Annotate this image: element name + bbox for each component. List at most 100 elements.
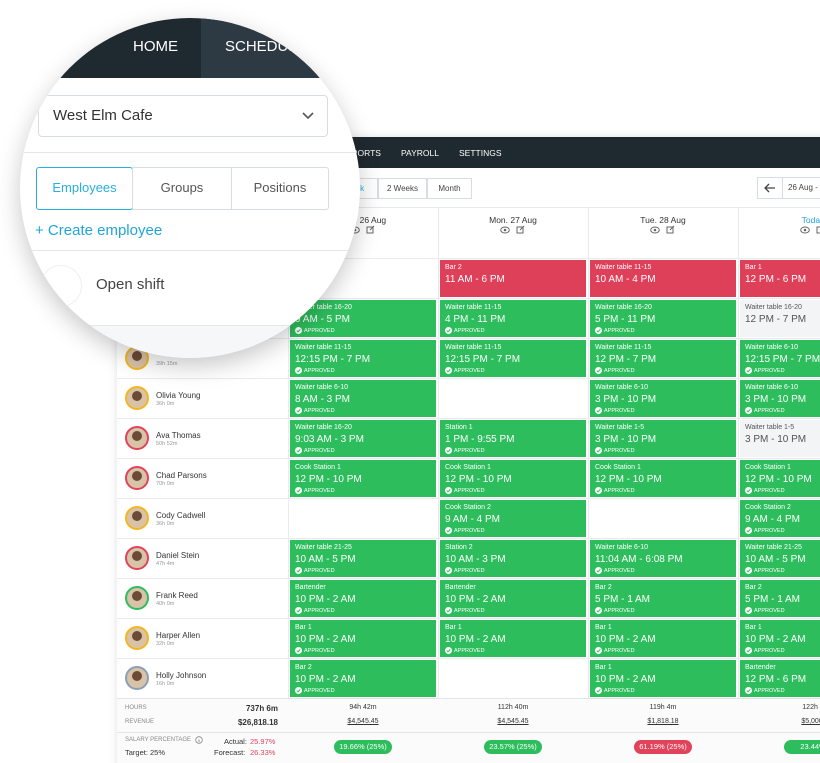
shift-card[interactable]: Waiter table 11-15 12 PM - 7 PM APPROVED bbox=[590, 340, 736, 377]
shift-card[interactable]: Waiter table 6-10 11:04 AM - 6:08 PM APPRO… bbox=[590, 540, 736, 577]
avatar bbox=[125, 546, 149, 570]
shift-card[interactable]: Bartender 10 PM - 2 AM APPROVED bbox=[440, 580, 586, 617]
shift-time: 12 PM - 10 PM bbox=[295, 474, 362, 485]
row-line bbox=[117, 618, 820, 619]
shift-card[interactable]: Waiter table 11-15 4 PM - 11 PM APPROVED bbox=[440, 300, 586, 337]
shift-card[interactable]: Station 2 10 AM - 3 PM APPROVED bbox=[440, 540, 586, 577]
shift-status: APPROVED bbox=[754, 608, 785, 614]
shift-card[interactable]: Cook Station 1 12 PM - 10 PM APPROVED bbox=[290, 460, 436, 497]
shift-card[interactable]: Waiter table 16-20 5 PM - 11 PM APPROVED bbox=[590, 300, 736, 337]
lower-area bbox=[20, 325, 360, 358]
footer bbox=[117, 698, 820, 763]
shift-card[interactable]: Cook Station 2 9 AM - 4 PM APPROVED bbox=[440, 500, 586, 537]
day-revenue[interactable]: $4,545.45 bbox=[347, 718, 379, 725]
nav-item[interactable]: HOME bbox=[133, 38, 178, 55]
shift-card[interactable]: Waiter table 6-10 3 PM - 10 PM APPROVED bbox=[590, 380, 736, 417]
tab[interactable] bbox=[231, 167, 329, 210]
employee-name: Harper Allen bbox=[156, 631, 201, 640]
avatar-face bbox=[132, 431, 142, 441]
shift-card[interactable]: Waiter table 21-25 10 AM - 5 PM APPROVED bbox=[740, 540, 820, 577]
shift-status: APPROVED bbox=[754, 528, 785, 534]
check-icon bbox=[745, 687, 752, 694]
check-icon bbox=[445, 487, 452, 494]
shift-card[interactable]: Bartender 12 PM - 6 PM APPROVED bbox=[740, 660, 820, 697]
shift-card[interactable]: Bar 1 10 PM - 2 AM APPROVED bbox=[440, 620, 586, 657]
footer-line bbox=[117, 732, 820, 733]
shift-card[interactable]: Bar 1 10 PM - 2 AM APPROVED bbox=[590, 620, 736, 657]
check-icon bbox=[595, 487, 602, 494]
nav-item[interactable]: PAYROLL bbox=[401, 148, 439, 158]
shift-card[interactable]: Cook Station 1 12 PM - 10 PM APPROVED bbox=[440, 460, 586, 497]
divider bbox=[20, 152, 360, 153]
salary-pill: 61.19% (25%) bbox=[634, 740, 692, 754]
footer-value: 26.33% bbox=[250, 748, 276, 757]
shift-card[interactable]: Bar 2 5 PM - 1 AM APPROVED bbox=[590, 580, 736, 617]
check-icon bbox=[445, 447, 452, 454]
shift-card[interactable]: Waiter table 6-10 12:15 PM - 7 PM APPROVED bbox=[740, 340, 820, 377]
shift-card[interactable]: Waiter table 1-5 3 PM - 10 PM APPROVED bbox=[590, 420, 736, 457]
shift-card[interactable]: Cook Station 2 9 AM - 4 PM APPROVED bbox=[740, 500, 820, 537]
shift-position: Bartender bbox=[745, 664, 776, 671]
shift-card[interactable]: Cook Station 1 12 PM - 10 PM APPROVED bbox=[740, 460, 820, 497]
shift-position: Waiter table 11-15 bbox=[595, 264, 652, 271]
shift-status: APPROVED bbox=[754, 688, 785, 694]
shift-status: APPROVED bbox=[304, 448, 335, 454]
shift-card[interactable]: Cook Station 1 12 PM - 10 PM APPROVED bbox=[590, 460, 736, 497]
shift-time: 10 AM - 3 PM bbox=[445, 554, 506, 565]
shift-card[interactable]: Bar 2 5 PM - 1 AM APPROVED bbox=[740, 580, 820, 617]
shift-status: APPROVED bbox=[454, 368, 485, 374]
row-line bbox=[117, 578, 820, 579]
shift-time: 10 PM - 2 AM bbox=[295, 674, 356, 685]
avatar bbox=[125, 386, 149, 410]
shift-position: Cook Station 1 bbox=[445, 464, 491, 471]
day-revenue[interactable]: $1,818.18 bbox=[647, 718, 679, 725]
view-button[interactable]: 2 Weeks bbox=[378, 178, 427, 199]
check-icon bbox=[745, 527, 752, 534]
shift-card[interactable]: Waiter table 16-20 9:03 AM - 3 PM APPROVED bbox=[290, 420, 436, 457]
salary-pill: 23.44% bbox=[784, 740, 820, 754]
shift-position: Waiter table 6-10 bbox=[595, 384, 649, 391]
shift-position: Bar 2 bbox=[745, 584, 762, 591]
shift-time: 10 PM - 2 AM bbox=[595, 634, 656, 645]
shift-time: 10 PM - 2 AM bbox=[595, 674, 656, 685]
create-link[interactable]: + Create employee bbox=[35, 222, 163, 239]
arrow-left bbox=[764, 183, 775, 193]
day-revenue[interactable]: $5,000. bbox=[801, 718, 820, 725]
nav-item[interactable]: SCHEDULE bbox=[225, 38, 307, 55]
shift-card[interactable]: Bar 2 11 AM - 6 PM bbox=[440, 260, 586, 297]
shift-position: Waiter table 6-10 bbox=[745, 384, 799, 391]
location-select[interactable] bbox=[38, 95, 328, 137]
shift-position: Waiter table 21-25 bbox=[295, 544, 352, 551]
shift-card[interactable]: Waiter table 1-5 3 PM - 10 PM bbox=[740, 420, 820, 457]
shift-time: 12 PM - 10 PM bbox=[595, 474, 662, 485]
shift-card[interactable]: Bar 2 10 PM - 2 AM APPROVED bbox=[290, 660, 436, 697]
day-revenue[interactable]: $4,545.45 bbox=[497, 718, 529, 725]
nav-item[interactable]: SETTINGS bbox=[459, 148, 502, 158]
view-button[interactable]: Month bbox=[427, 178, 472, 199]
shift-card[interactable]: Bar 1 10 PM - 2 AM APPROVED bbox=[290, 620, 436, 657]
employee-name: Daniel Stein bbox=[156, 551, 200, 560]
check-icon bbox=[445, 327, 452, 334]
date-range[interactable]: 26 Aug - bbox=[782, 177, 820, 199]
shift-card[interactable]: Station 1 1 PM - 9:55 PM APPROVED bbox=[440, 420, 586, 457]
shift-card[interactable]: Bar 1 12 PM - 6 PM bbox=[740, 260, 820, 297]
shift-card[interactable]: Bar 1 10 PM - 2 AM APPROVED bbox=[740, 620, 820, 657]
tab-label: Employees bbox=[52, 180, 117, 195]
shift-card[interactable]: Waiter table 21-25 10 AM - 5 PM APPROVED bbox=[290, 540, 436, 577]
employee-name: Frank Reed bbox=[156, 591, 198, 600]
shift-time: 5 PM - 11 PM bbox=[595, 314, 656, 325]
shift-card[interactable]: Waiter table 6-10 8 AM - 3 PM APPROVED bbox=[290, 380, 436, 417]
shift-card[interactable]: Bartender 10 PM - 2 AM APPROVED bbox=[290, 580, 436, 617]
avatar bbox=[125, 466, 149, 490]
shift-card[interactable]: Waiter table 6-10 3 PM - 10 PM APPROVED bbox=[740, 380, 820, 417]
shift-card[interactable]: Bar 1 10 PM - 2 AM APPROVED bbox=[590, 660, 736, 697]
shift-card[interactable]: Waiter table 16-20 12 PM - 7 PM bbox=[740, 300, 820, 337]
employee-hours: 39h 15m bbox=[156, 361, 178, 367]
nav-item[interactable]: REPORTS bbox=[340, 148, 381, 158]
check-icon bbox=[295, 487, 302, 494]
view-icon bbox=[800, 226, 810, 234]
shift-status: APPROVED bbox=[454, 488, 485, 494]
shift-card[interactable]: Waiter table 11-15 10 AM - 4 PM bbox=[590, 260, 736, 297]
shift-card[interactable]: Waiter table 11-15 12:15 PM - 7 PM APPROVE… bbox=[440, 340, 586, 377]
